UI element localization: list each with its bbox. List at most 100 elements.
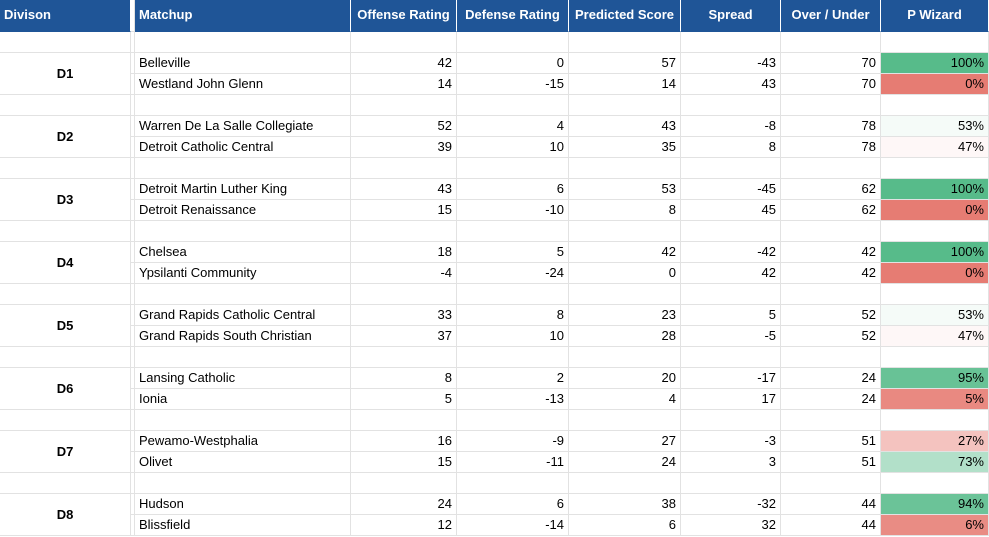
predicted-score-cell[interactable]: 24 bbox=[569, 452, 681, 473]
offense-rating-cell[interactable]: 43 bbox=[351, 179, 457, 200]
over-under-cell[interactable]: 24 bbox=[781, 389, 881, 410]
over-under-cell[interactable]: 70 bbox=[781, 53, 881, 74]
over-under-cell[interactable]: 78 bbox=[781, 137, 881, 158]
matchup-cell[interactable]: Belleville bbox=[135, 53, 351, 74]
empty-cell[interactable] bbox=[131, 410, 135, 431]
matchup-cell[interactable]: Detroit Martin Luther King bbox=[135, 179, 351, 200]
p-wizard-cell[interactable]: 100% bbox=[881, 53, 989, 74]
division-label[interactable]: D4 bbox=[0, 242, 131, 284]
spread-cell[interactable]: 32 bbox=[681, 515, 781, 536]
empty-cell[interactable] bbox=[457, 95, 569, 116]
empty-cell[interactable] bbox=[0, 284, 131, 305]
over-under-cell[interactable]: 44 bbox=[781, 515, 881, 536]
empty-cell[interactable] bbox=[351, 158, 457, 179]
over-under-cell[interactable]: 70 bbox=[781, 74, 881, 95]
division-label[interactable]: D8 bbox=[0, 494, 131, 536]
gap-cell[interactable] bbox=[131, 326, 135, 347]
empty-cell[interactable] bbox=[131, 158, 135, 179]
gap-cell[interactable] bbox=[131, 368, 135, 389]
gap-cell[interactable] bbox=[131, 431, 135, 452]
matchup-cell[interactable]: Chelsea bbox=[135, 242, 351, 263]
empty-cell[interactable] bbox=[681, 221, 781, 242]
empty-cell[interactable] bbox=[881, 95, 989, 116]
offense-rating-cell[interactable]: 15 bbox=[351, 452, 457, 473]
defense-rating-cell[interactable]: 8 bbox=[457, 305, 569, 326]
p-wizard-cell[interactable]: 27% bbox=[881, 431, 989, 452]
predicted-score-cell[interactable]: 38 bbox=[569, 494, 681, 515]
empty-cell[interactable] bbox=[781, 284, 881, 305]
over-under-cell[interactable]: 51 bbox=[781, 452, 881, 473]
header-over-under[interactable]: Over / Under bbox=[781, 0, 881, 32]
empty-cell[interactable] bbox=[0, 95, 131, 116]
over-under-cell[interactable]: 62 bbox=[781, 179, 881, 200]
division-label[interactable]: D5 bbox=[0, 305, 131, 347]
matchup-cell[interactable]: Westland John Glenn bbox=[135, 74, 351, 95]
empty-cell[interactable] bbox=[135, 284, 351, 305]
predicted-score-cell[interactable]: 28 bbox=[569, 326, 681, 347]
predicted-score-cell[interactable]: 23 bbox=[569, 305, 681, 326]
empty-cell[interactable] bbox=[457, 347, 569, 368]
matchup-cell[interactable]: Blissfield bbox=[135, 515, 351, 536]
defense-rating-cell[interactable]: 10 bbox=[457, 137, 569, 158]
predicted-score-cell[interactable]: 53 bbox=[569, 179, 681, 200]
empty-cell[interactable] bbox=[781, 221, 881, 242]
empty-cell[interactable] bbox=[881, 32, 989, 53]
defense-rating-cell[interactable]: -11 bbox=[457, 452, 569, 473]
over-under-cell[interactable]: 42 bbox=[781, 263, 881, 284]
offense-rating-cell[interactable]: 37 bbox=[351, 326, 457, 347]
p-wizard-cell[interactable]: 73% bbox=[881, 452, 989, 473]
empty-cell[interactable] bbox=[457, 32, 569, 53]
matchup-cell[interactable]: Olivet bbox=[135, 452, 351, 473]
predicted-score-cell[interactable]: 14 bbox=[569, 74, 681, 95]
p-wizard-cell[interactable]: 47% bbox=[881, 137, 989, 158]
header-p-wizard[interactable]: P Wizard bbox=[881, 0, 989, 32]
division-label[interactable]: D1 bbox=[0, 53, 131, 95]
predicted-score-cell[interactable]: 0 bbox=[569, 263, 681, 284]
empty-cell[interactable] bbox=[457, 473, 569, 494]
empty-cell[interactable] bbox=[781, 473, 881, 494]
defense-rating-cell[interactable]: -14 bbox=[457, 515, 569, 536]
predicted-score-cell[interactable]: 42 bbox=[569, 242, 681, 263]
spread-cell[interactable]: -8 bbox=[681, 116, 781, 137]
offense-rating-cell[interactable]: -4 bbox=[351, 263, 457, 284]
matchup-cell[interactable]: Detroit Renaissance bbox=[135, 200, 351, 221]
empty-cell[interactable] bbox=[781, 410, 881, 431]
gap-cell[interactable] bbox=[131, 74, 135, 95]
over-under-cell[interactable]: 62 bbox=[781, 200, 881, 221]
matchup-cell[interactable]: Hudson bbox=[135, 494, 351, 515]
defense-rating-cell[interactable]: -10 bbox=[457, 200, 569, 221]
empty-cell[interactable] bbox=[135, 95, 351, 116]
predicted-score-cell[interactable]: 35 bbox=[569, 137, 681, 158]
empty-cell[interactable] bbox=[457, 158, 569, 179]
defense-rating-cell[interactable]: 0 bbox=[457, 53, 569, 74]
empty-cell[interactable] bbox=[569, 95, 681, 116]
spread-cell[interactable]: -42 bbox=[681, 242, 781, 263]
empty-cell[interactable] bbox=[135, 347, 351, 368]
empty-cell[interactable] bbox=[131, 32, 135, 53]
gap-cell[interactable] bbox=[131, 242, 135, 263]
defense-rating-cell[interactable]: 10 bbox=[457, 326, 569, 347]
gap-cell[interactable] bbox=[131, 116, 135, 137]
over-under-cell[interactable]: 51 bbox=[781, 431, 881, 452]
gap-cell[interactable] bbox=[131, 494, 135, 515]
empty-cell[interactable] bbox=[569, 347, 681, 368]
spread-cell[interactable]: -17 bbox=[681, 368, 781, 389]
defense-rating-cell[interactable]: -13 bbox=[457, 389, 569, 410]
spread-cell[interactable]: -3 bbox=[681, 431, 781, 452]
offense-rating-cell[interactable]: 24 bbox=[351, 494, 457, 515]
gap-cell[interactable] bbox=[131, 200, 135, 221]
header-spread[interactable]: Spread bbox=[681, 0, 781, 32]
empty-cell[interactable] bbox=[351, 221, 457, 242]
empty-cell[interactable] bbox=[351, 410, 457, 431]
matchup-cell[interactable]: Lansing Catholic bbox=[135, 368, 351, 389]
p-wizard-cell[interactable]: 100% bbox=[881, 242, 989, 263]
empty-cell[interactable] bbox=[681, 32, 781, 53]
gap-cell[interactable] bbox=[131, 389, 135, 410]
empty-cell[interactable] bbox=[681, 347, 781, 368]
empty-cell[interactable] bbox=[351, 284, 457, 305]
empty-cell[interactable] bbox=[881, 473, 989, 494]
empty-cell[interactable] bbox=[131, 221, 135, 242]
defense-rating-cell[interactable]: 5 bbox=[457, 242, 569, 263]
empty-cell[interactable] bbox=[0, 473, 131, 494]
predicted-score-cell[interactable]: 43 bbox=[569, 116, 681, 137]
